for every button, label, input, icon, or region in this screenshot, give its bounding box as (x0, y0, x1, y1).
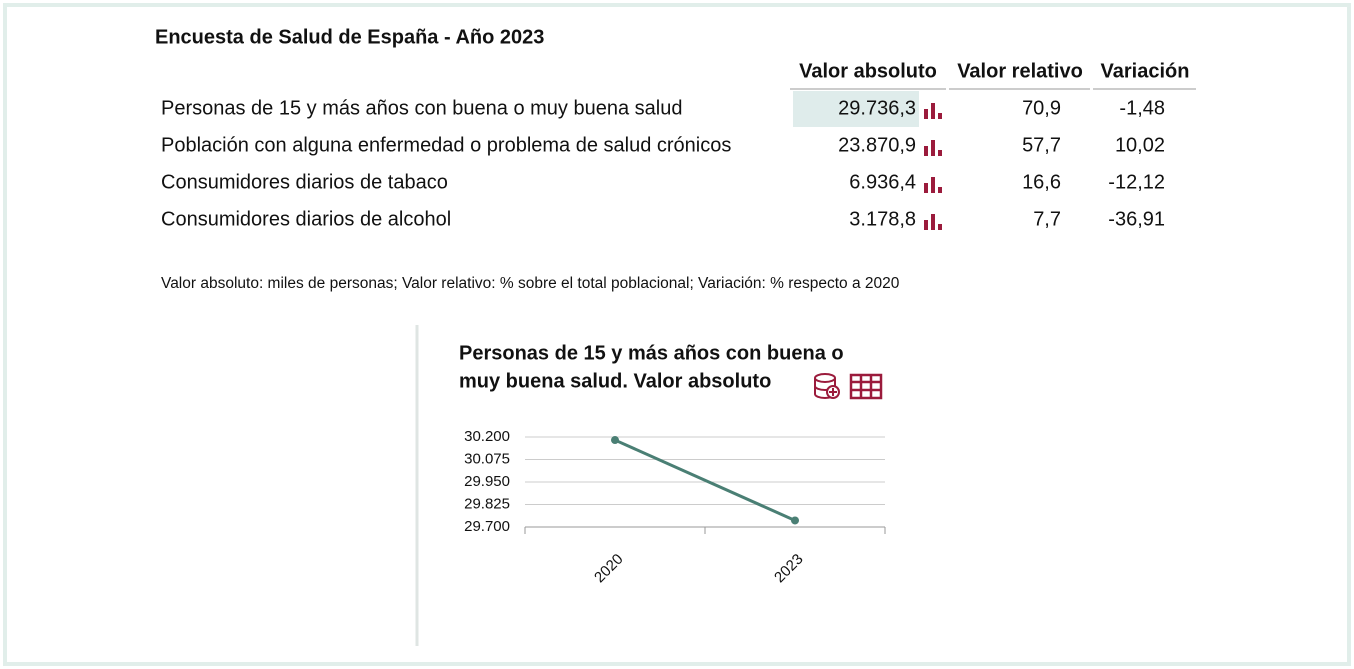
cell-value: 57,7 (1022, 134, 1061, 156)
column-header: Valor relativo (957, 60, 1083, 82)
row-label: Población con alguna enfermedad o proble… (161, 134, 731, 156)
column-header: Valor absoluto (799, 60, 937, 82)
chart-icon[interactable] (938, 224, 942, 230)
chart-icon[interactable] (924, 183, 928, 193)
y-tick-label: 29.950 (464, 473, 510, 490)
chart-title: muy buena salud. Valor absoluto (459, 370, 771, 392)
cell-value: -12,12 (1108, 171, 1165, 193)
chart-icon[interactable] (938, 113, 942, 119)
cell-value: 3.178,8 (849, 208, 916, 230)
table-title: Encuesta de Salud de España - Año 2023 (155, 26, 544, 48)
row-label: Consumidores diarios de tabaco (161, 171, 448, 193)
y-tick-label: 29.700 (464, 518, 510, 535)
table-icon[interactable] (849, 373, 883, 400)
chart-icon[interactable] (931, 177, 935, 193)
cell-value: 7,7 (1033, 208, 1061, 230)
chart-icon[interactable] (931, 140, 935, 156)
y-tick-label: 29.825 (464, 495, 510, 512)
chart-icon[interactable] (938, 150, 942, 156)
cell-value: 16,6 (1022, 171, 1061, 193)
chart-icon[interactable] (924, 220, 928, 230)
chart-icon[interactable] (931, 214, 935, 230)
cell-value: 70,9 (1022, 97, 1061, 119)
point (611, 436, 619, 445)
note: Valor absoluto: miles de personas; Valor… (161, 275, 900, 292)
cell-value: 10,02 (1115, 134, 1165, 156)
db-icon[interactable] (814, 373, 840, 399)
column-header: Variación (1101, 60, 1190, 82)
chart-icon[interactable] (938, 187, 942, 193)
cell-value: 23.870,9 (838, 134, 916, 156)
chart-icon[interactable] (931, 103, 935, 119)
chart-icon[interactable] (924, 109, 928, 119)
cell-value: 29.736,3 (838, 97, 916, 119)
chart-icon[interactable] (924, 146, 928, 156)
cell-value: -36,91 (1108, 208, 1165, 230)
point (791, 516, 799, 525)
y-tick-label: 30.075 (464, 450, 510, 467)
frame (3, 3, 1351, 666)
row-label: Personas de 15 y más años con buena o mu… (161, 97, 682, 119)
y-tick-label: 30.200 (464, 428, 510, 445)
highlight-cell (793, 91, 919, 127)
chart-title: Personas de 15 y más años con buena o (459, 342, 844, 364)
row-label: Consumidores diarios de alcohol (161, 208, 451, 230)
cell-value: -1,48 (1119, 97, 1165, 119)
line (614, 438, 796, 522)
cell-value: 6.936,4 (849, 171, 916, 193)
